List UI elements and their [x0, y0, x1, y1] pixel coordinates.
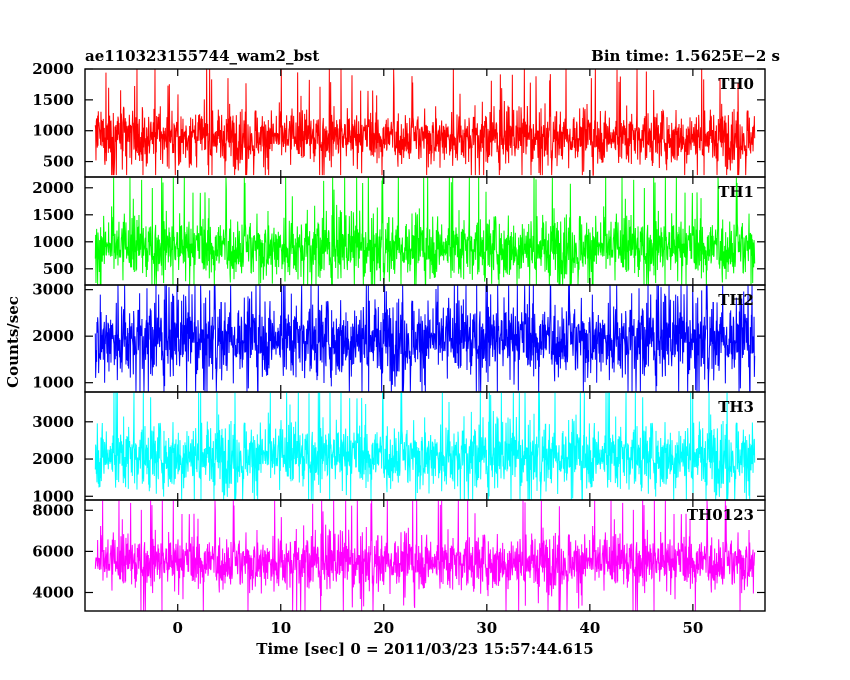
panel-label-th0: TH0: [718, 75, 754, 93]
series-th3: [94, 392, 756, 500]
series-th2: [94, 285, 756, 392]
y-tick-label: 2000: [32, 179, 74, 197]
y-tick-label: 6000: [32, 542, 74, 560]
bin-time-label: Bin time: 1.5625E−2 s: [591, 47, 780, 65]
y-tick-label: 1500: [32, 206, 74, 224]
y-tick-label: 500: [43, 153, 74, 171]
y-tick-label: 2000: [32, 450, 74, 468]
y-axis-label: Counts/sec: [4, 296, 22, 388]
panel-th1: 500 1000 1500 2000 TH1: [32, 176, 766, 286]
y-tick-label: 1000: [32, 122, 74, 140]
x-tick-label: 40: [579, 619, 600, 637]
panel-label-th1: TH1: [718, 183, 754, 201]
y-tick-label: 500: [43, 260, 74, 278]
series-th0: [94, 69, 756, 176]
x-tick-label: 20: [373, 619, 394, 637]
y-tick-label: 3000: [32, 413, 74, 431]
y-tick-label: 8000: [32, 501, 74, 519]
panel-th2: 1000 2000 3000 TH2: [32, 281, 766, 393]
series-th1: [94, 177, 756, 285]
y-tick-label: 2000: [32, 327, 74, 345]
y-tick-label: 1000: [32, 487, 74, 505]
panel-label-th0123: TH0123: [687, 506, 754, 524]
y-tick-label: 3000: [32, 281, 74, 299]
panel-th0123: 4000 6000 8000 TH0123: [32, 499, 766, 612]
y-tick-label: 1000: [32, 233, 74, 251]
panel-label-th3: TH3: [718, 398, 754, 416]
x-tick-label: 30: [476, 619, 497, 637]
x-tick-label: 50: [682, 619, 703, 637]
x-axis: 0 10 20 30 40 50: [173, 619, 704, 637]
x-tick-label: 0: [173, 619, 183, 637]
y-tick-label: 4000: [32, 584, 74, 602]
y-tick-label: 1500: [32, 91, 74, 109]
chart-title: ae110323155744_wam2_bst: [85, 47, 319, 65]
panels-group: 500 1000 1500 2000 TH0 500 1000 1500 2000 TH1 1000…: [32, 60, 766, 612]
panel-th0: 500 1000 1500 2000 TH0: [32, 60, 766, 178]
y-tick-label: 2000: [32, 60, 74, 78]
x-tick-label: 10: [270, 619, 291, 637]
panel-frame: [84, 499, 766, 612]
panel-th3: 1000 2000 3000 TH3: [32, 391, 766, 505]
panel-label-th2: TH2: [718, 291, 754, 309]
y-tick-label: 1000: [32, 374, 74, 392]
x-axis-label: Time [sec] 0 = 2011/03/23 15:57:44.615: [256, 640, 593, 658]
series-th0123: [94, 500, 756, 611]
